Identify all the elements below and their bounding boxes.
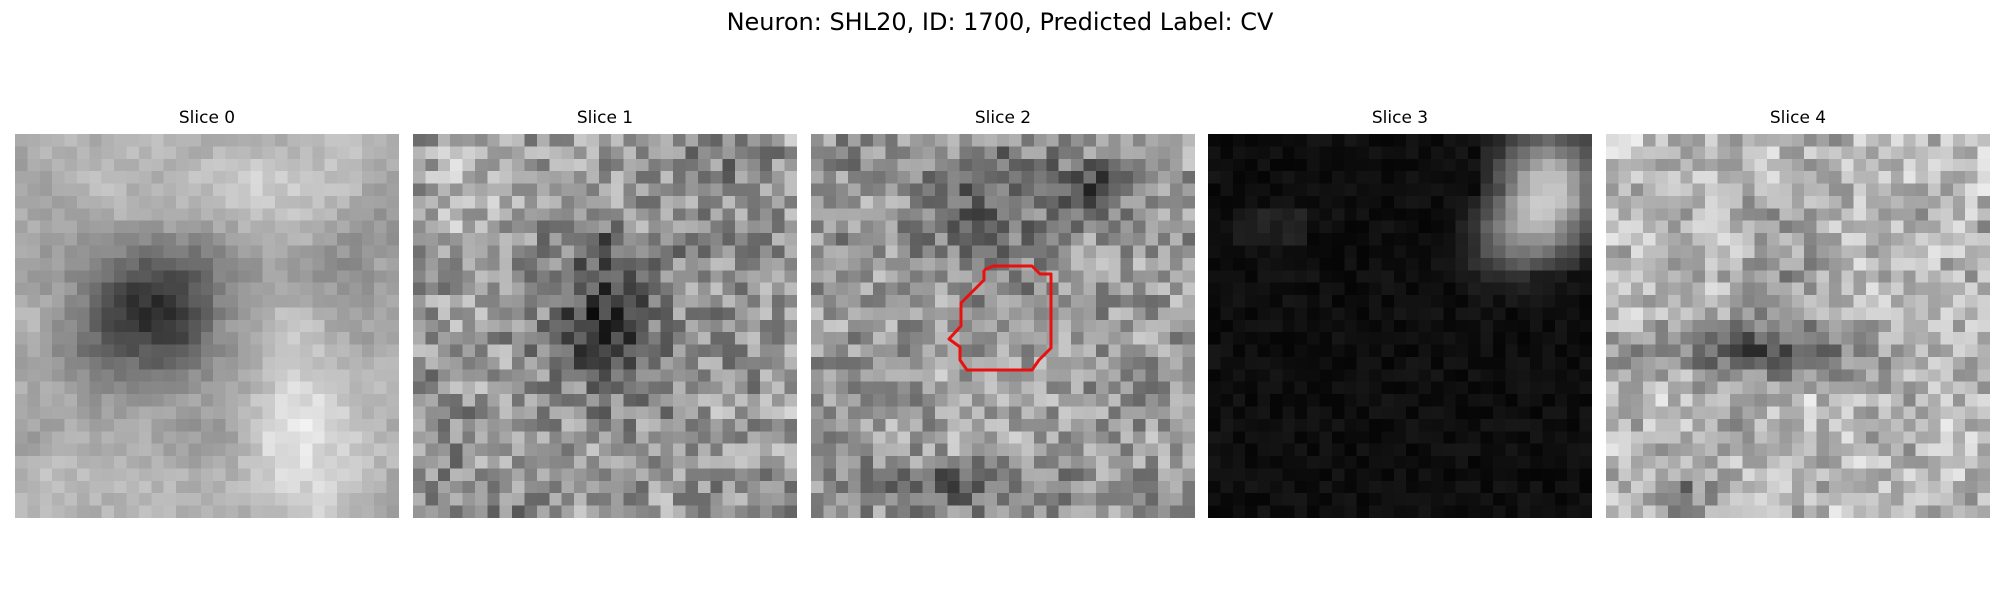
slice-image-2 <box>811 134 1195 518</box>
slice-title-1: Slice 1 <box>576 108 634 128</box>
slice-title-2: Slice 2 <box>974 108 1032 128</box>
slice-canvas-2 <box>811 134 1195 518</box>
slice-panel-0: Slice 0 <box>15 108 399 518</box>
slice-panel-1: Slice 1 <box>413 108 797 518</box>
slice-image-0 <box>15 134 399 518</box>
slice-title-0: Slice 0 <box>178 108 236 128</box>
slice-panel-4: Slice 4 <box>1606 108 1990 518</box>
slice-title-4: Slice 4 <box>1769 108 1827 128</box>
slice-canvas-0 <box>15 134 399 518</box>
slice-panel-3: Slice 3 <box>1208 108 1592 518</box>
figure-title: Neuron: SHL20, ID: 1700, Predicted Label… <box>726 8 1274 36</box>
slice-panel-2: Slice 2 <box>811 108 1195 518</box>
slice-image-1 <box>413 134 797 518</box>
slice-canvas-3 <box>1208 134 1592 518</box>
contour-outline <box>947 264 1053 372</box>
segmentation-contour <box>947 264 1053 372</box>
slice-canvas-1 <box>413 134 797 518</box>
slice-title-3: Slice 3 <box>1371 108 1429 128</box>
slice-image-3 <box>1208 134 1592 518</box>
slice-canvas-4 <box>1606 134 1990 518</box>
slice-image-4 <box>1606 134 1990 518</box>
